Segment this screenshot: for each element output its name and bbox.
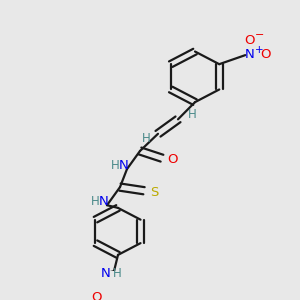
Text: O: O [167,154,177,166]
Text: H: H [142,132,150,145]
Text: H: H [91,195,99,208]
Text: N: N [99,195,109,208]
Text: +: + [255,45,264,55]
Text: N: N [119,159,129,172]
Text: O: O [91,291,101,300]
Text: H: H [112,267,122,280]
Text: N: N [244,48,254,61]
Text: H: H [188,108,196,121]
Text: H: H [111,159,119,172]
Text: −: − [255,30,264,40]
Text: S: S [150,186,158,199]
Text: O: O [260,48,271,61]
Text: N: N [101,267,111,280]
Text: O: O [244,34,254,47]
